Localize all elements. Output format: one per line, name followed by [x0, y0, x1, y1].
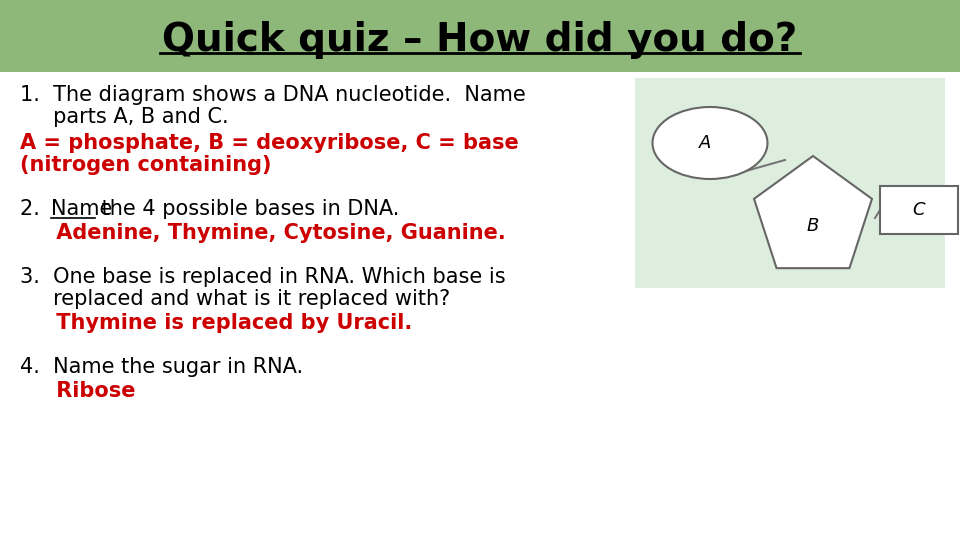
Text: 3.  One base is replaced in RNA. Which base is: 3. One base is replaced in RNA. Which ba…: [20, 267, 506, 287]
Text: replaced and what is it replaced with?: replaced and what is it replaced with?: [20, 289, 450, 309]
Text: B: B: [806, 217, 819, 235]
Text: Name: Name: [51, 199, 112, 219]
Text: Ribose: Ribose: [20, 381, 135, 401]
Bar: [0, 0, 960, 72]
Polygon shape: [754, 156, 872, 268]
Text: Thymine is replaced by Uracil.: Thymine is replaced by Uracil.: [20, 313, 412, 333]
Text: Adenine, Thymine, Cytosine, Guanine.: Adenine, Thymine, Cytosine, Guanine.: [20, 223, 506, 243]
Text: 2.: 2.: [20, 199, 53, 219]
Ellipse shape: [653, 107, 767, 179]
Bar: [635, 78, 945, 288]
Text: 1.  The diagram shows a DNA nucleotide.  Name: 1. The diagram shows a DNA nucleotide. N…: [20, 85, 526, 105]
Text: A = phosphate, B = deoxyribose, C = base: A = phosphate, B = deoxyribose, C = base: [20, 133, 518, 153]
Text: Quick quiz – How did you do?: Quick quiz – How did you do?: [162, 21, 798, 59]
Bar: [880, 186, 958, 234]
Text: C: C: [913, 201, 925, 219]
Text: the 4 possible bases in DNA.: the 4 possible bases in DNA.: [95, 199, 399, 219]
Text: parts A, B and C.: parts A, B and C.: [20, 107, 228, 127]
Text: 4.  Name the sugar in RNA.: 4. Name the sugar in RNA.: [20, 357, 303, 377]
Text: A: A: [699, 134, 711, 152]
Text: (nitrogen containing): (nitrogen containing): [20, 155, 272, 175]
